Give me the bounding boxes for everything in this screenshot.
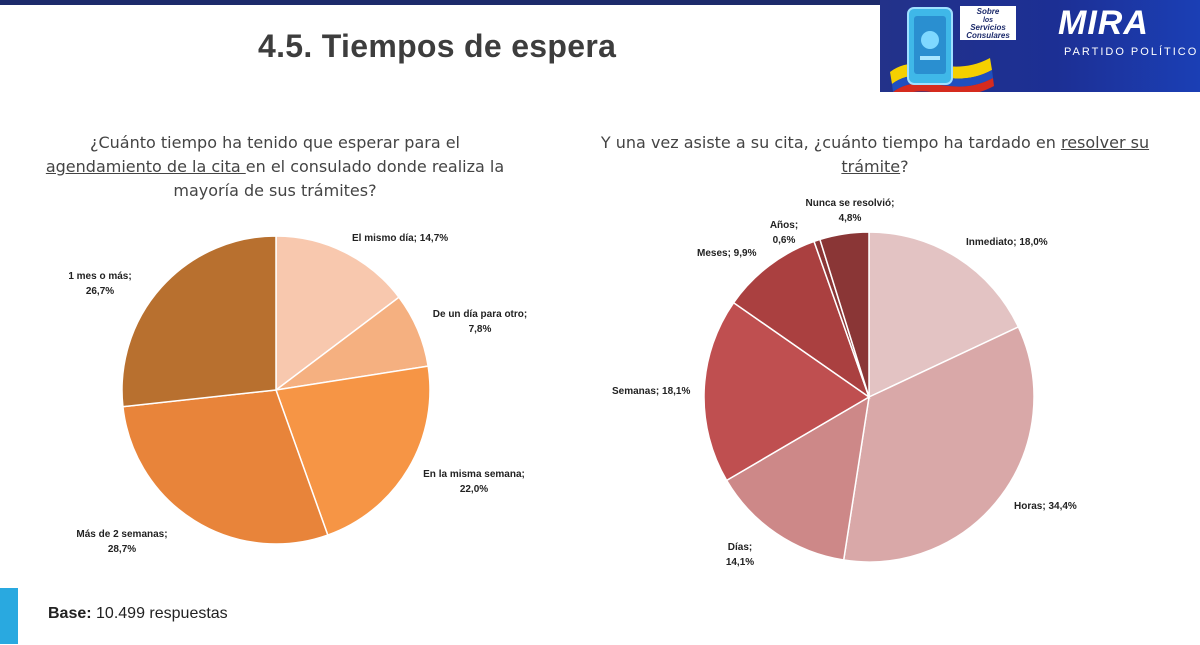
- pie-slice: [732, 240, 871, 399]
- slice-label: Años; 0,6%: [770, 220, 798, 246]
- question-right-text-1: Y una vez asiste a su cita, ¿cuánto tiem…: [600, 133, 1061, 152]
- slice-label: 1 mes o más; 26,7%: [68, 271, 131, 297]
- slice-label: Horas; 34,4%: [1014, 501, 1077, 512]
- slice-label: En la misma semana; 22,0%: [423, 469, 525, 495]
- slice-label: Días; 14,1%: [726, 542, 754, 568]
- slice-label: Nunca se resolvió; 4,8%: [806, 198, 895, 224]
- pie-chart-appointment-wait: El mismo día; 14,7% De un día para otro; 7…: [68, 233, 527, 555]
- mira-subtitle: PARTIDO POLÍTICO: [1064, 46, 1199, 58]
- question-left: ¿Cuánto tiempo ha tenido que esperar par…: [40, 131, 510, 203]
- mira-logo: MIRA: [1058, 4, 1149, 42]
- base-label: Base:: [48, 605, 92, 622]
- left-accent-bar: [0, 588, 18, 644]
- slice-label: Inmediato; 18,0%: [966, 237, 1048, 248]
- question-right-text-2: ?: [900, 157, 909, 176]
- slice-label: Más de 2 semanas; 28,7%: [76, 529, 167, 555]
- consular-services-badge-icon: Sobre los Servicios Consulares: [890, 6, 1016, 92]
- pie-slice: [275, 235, 401, 392]
- base-value: 10.499 respuestas: [96, 605, 228, 622]
- pie-slice: [842, 325, 1035, 563]
- pie-slice: [725, 395, 870, 561]
- slice-label: Meses; 9,9%: [697, 248, 757, 259]
- question-left-text-1: ¿Cuánto tiempo ha tenido que esperar par…: [89, 133, 460, 152]
- slide-title: 4.5. Tiempos de espera: [258, 28, 617, 64]
- brand-header: Sobre los Servicios Consulares MIRA PART…: [880, 0, 1200, 92]
- question-left-underlined: agendamiento de la cita: [45, 157, 246, 176]
- slice-label: Semanas; 18,1%: [612, 386, 690, 397]
- question-right-underlined: resolver su trámite: [841, 133, 1150, 176]
- badge-line-3: Servicios: [970, 23, 1006, 32]
- base-note: Base: 10.499 respuestas: [48, 605, 228, 623]
- pie-slice: [703, 301, 871, 482]
- slice-label: El mismo día; 14,7%: [352, 233, 448, 244]
- question-left-text-2: en el consulado donde realiza la mayoría…: [173, 157, 505, 200]
- slice-label: De un día para otro; 7,8%: [433, 309, 527, 335]
- question-right: Y una vez asiste a su cita, ¿cuánto tiem…: [600, 131, 1150, 179]
- pie-slice: [819, 231, 870, 398]
- top-accent-bar: [0, 0, 880, 5]
- badge-line-2: los: [983, 17, 993, 24]
- pie-chart-resolution-time: Inmediato; 18,0% Horas; 34,4% Días; 14,1% Se…: [612, 198, 1077, 568]
- badge-line-1: Sobre: [977, 7, 1000, 16]
- pie-slice: [274, 365, 431, 536]
- pie-slice: [121, 235, 277, 408]
- pie-slice: [868, 231, 1020, 399]
- badge-line-4: Consulares: [966, 31, 1010, 40]
- pie-slice: [122, 389, 329, 545]
